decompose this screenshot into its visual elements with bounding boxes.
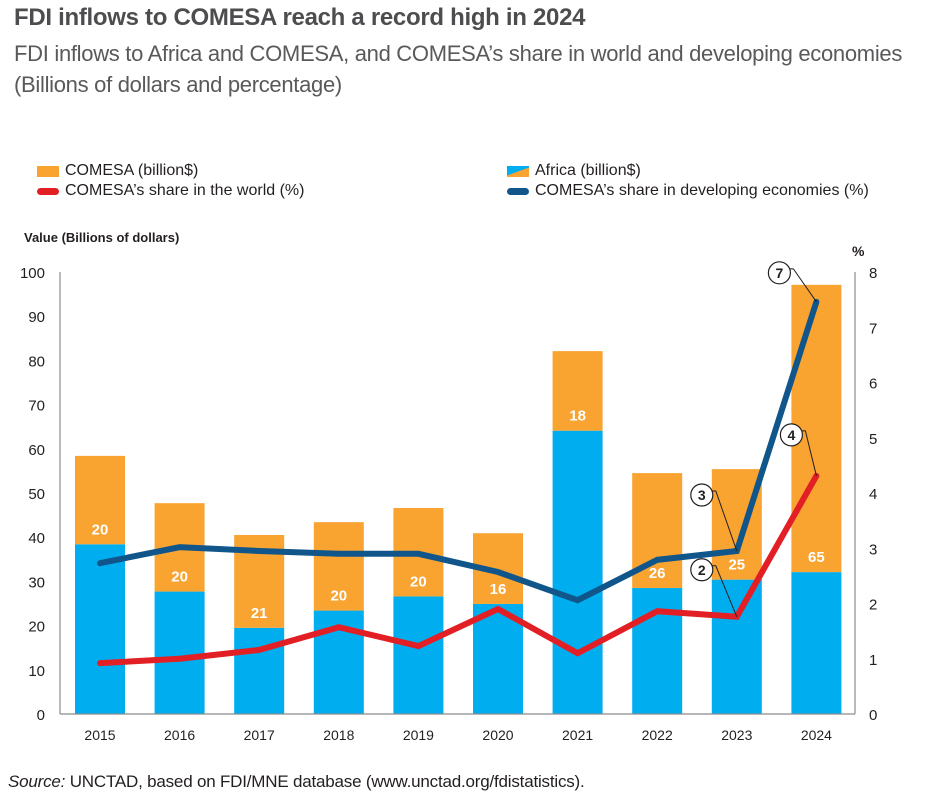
- y-tick-right-6: 6: [869, 376, 877, 393]
- bar-africa-2019: [393, 596, 444, 714]
- chart-title: FDI inflows to COMESA reach a record hig…: [14, 4, 586, 31]
- annotation-circle-7: [767, 261, 792, 285]
- line-share-world: [97, 472, 820, 667]
- y-tick-left-90: 90: [28, 309, 45, 326]
- y-tick-right-0: 0: [869, 707, 877, 724]
- legend-label-share-world: COMESA’s share in the world (%): [65, 182, 305, 199]
- y-axis-title-right: %: [852, 243, 865, 259]
- y-tick-left-70: 70: [28, 398, 45, 415]
- y-tick-right-5: 5: [869, 431, 877, 448]
- bar-africa-2015: [75, 544, 125, 714]
- source-text: UNCTAD, based on FDI/MNE database (www.u…: [65, 772, 585, 791]
- y-tick-left-20: 20: [28, 619, 45, 636]
- bar-africa-2021: [552, 430, 603, 714]
- legend-label-share-developing: COMESA’s share in developing economies (…: [535, 182, 869, 199]
- data-label-comesa-2018: 20: [330, 588, 347, 605]
- data-label-comesa-2017: 21: [251, 605, 268, 622]
- data-label-comesa-2019: 20: [410, 573, 427, 590]
- x-tick-2016: 2016: [164, 727, 195, 743]
- source-note: Source: UNCTAD, based on FDI/MNE databas…: [8, 772, 585, 792]
- y-tick-right-2: 2: [869, 597, 877, 614]
- legend-item-share-developing: COMESA’s share in developing economies (…: [507, 182, 869, 200]
- x-tick-2024: 2024: [801, 727, 832, 743]
- bar-africa-2017: [234, 627, 285, 714]
- x-tick-2018: 2018: [323, 727, 354, 743]
- x-tick-2023: 2023: [721, 727, 752, 743]
- bar-comesa-2018: [313, 522, 364, 611]
- x-tick-2020: 2020: [482, 727, 513, 743]
- legend-swatch-africa: [507, 165, 529, 177]
- legend: COMESA (billion$) COMESA’s share in the …: [0, 160, 935, 200]
- y-tick-left-80: 80: [28, 353, 45, 370]
- y-tick-left-0: 0: [37, 707, 45, 724]
- y-tick-left-10: 10: [28, 663, 45, 680]
- bar-africa-2023: [711, 579, 762, 714]
- annotation-circle-2: [690, 558, 714, 582]
- data-label-comesa-2015: 20: [92, 521, 109, 538]
- y-tick-right-7: 7: [869, 320, 877, 337]
- subtitle-text: FDI inflows to Africa and COMESA, and CO…: [14, 41, 903, 66]
- annotation-circle-3: [690, 483, 714, 507]
- bar-africa-2024: [791, 572, 842, 714]
- data-label-comesa-2020: 16: [490, 581, 507, 598]
- x-tick-2017: 2017: [244, 727, 275, 743]
- legend-label-africa: Africa (billion$): [535, 162, 641, 179]
- annotation-label-3: 3: [698, 487, 706, 503]
- legend-label-comesa: COMESA (billion$): [65, 162, 199, 179]
- annotation-circle-4: [779, 423, 804, 447]
- legend-item-comesa: COMESA (billion$): [37, 162, 198, 180]
- bar-comesa-2015: [75, 455, 125, 545]
- y-axis-title-left: Value (Billions of dollars): [24, 230, 180, 245]
- y-tick-right-8: 8: [869, 265, 877, 282]
- y-tick-left-60: 60: [28, 442, 45, 459]
- annotation-label-4: 4: [788, 427, 796, 443]
- legend-item-share-world: COMESA’s share in the world (%): [37, 182, 304, 200]
- data-label-comesa-2016: 20: [171, 569, 188, 586]
- annotation-leader-3: [711, 490, 738, 552]
- x-tick-2015: 2015: [84, 727, 115, 743]
- annotation-label-2: 2: [698, 562, 706, 578]
- bar-africa-2020: [473, 603, 523, 714]
- annotation-leader-2: [711, 565, 738, 617]
- legend-swatch-share-developing: [507, 187, 529, 195]
- bar-africa-2016: [154, 591, 205, 714]
- data-label-comesa-2022: 26: [649, 565, 666, 582]
- data-label-comesa-2023: 25: [728, 557, 745, 574]
- x-tick-2019: 2019: [403, 727, 434, 743]
- y-tick-right-1: 1: [869, 652, 877, 669]
- annotation-label-7: 7: [776, 265, 784, 281]
- legend-swatch-share-world: [37, 187, 59, 195]
- annotation-leader-4: [801, 430, 817, 476]
- y-tick-right-4: 4: [869, 486, 877, 503]
- bar-comesa-2023: [711, 469, 762, 580]
- source-label: Source:: [8, 772, 66, 791]
- data-label-comesa-2021: 18: [569, 408, 586, 425]
- y-tick-left-50: 50: [28, 486, 45, 503]
- legend-item-africa: Africa (billion$): [507, 162, 641, 180]
- y-tick-left-30: 30: [28, 574, 45, 591]
- units-text: (Billions of dollars and percentage): [14, 72, 342, 97]
- bar-africa-2022: [632, 588, 683, 714]
- line-share-developing: [97, 298, 820, 604]
- x-tick-2021: 2021: [562, 727, 593, 743]
- legend-swatch-comesa: [37, 165, 59, 177]
- y-tick-right-3: 3: [869, 541, 877, 558]
- annotation-leader-7: [789, 268, 817, 303]
- y-tick-left-100: 100: [20, 265, 45, 282]
- data-label-comesa-2024: 65: [808, 549, 825, 566]
- x-tick-2022: 2022: [642, 727, 673, 743]
- y-tick-left-40: 40: [28, 530, 45, 547]
- bar-comesa-2021: [552, 351, 603, 431]
- chart-subtitle: FDI inflows to Africa and COMESA, and CO…: [14, 38, 914, 100]
